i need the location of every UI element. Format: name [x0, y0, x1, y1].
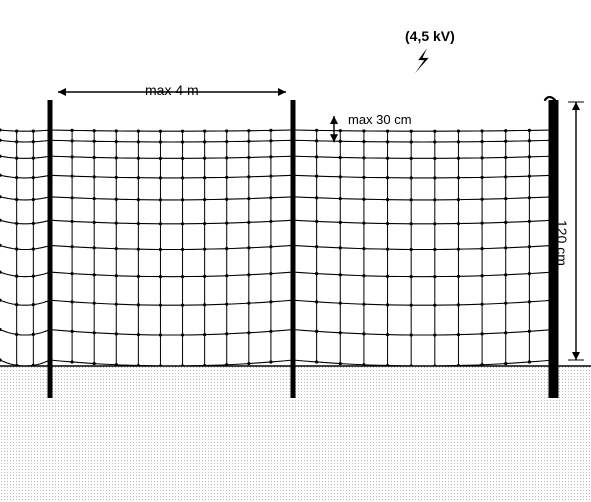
height-label: 120 cm: [554, 220, 570, 266]
row-spacing-label: max 30 cm: [348, 112, 412, 127]
voltage-label: (4,5 kV): [405, 28, 455, 44]
span-label: max 4 m: [145, 82, 199, 98]
fence-diagram: [0, 0, 591, 502]
